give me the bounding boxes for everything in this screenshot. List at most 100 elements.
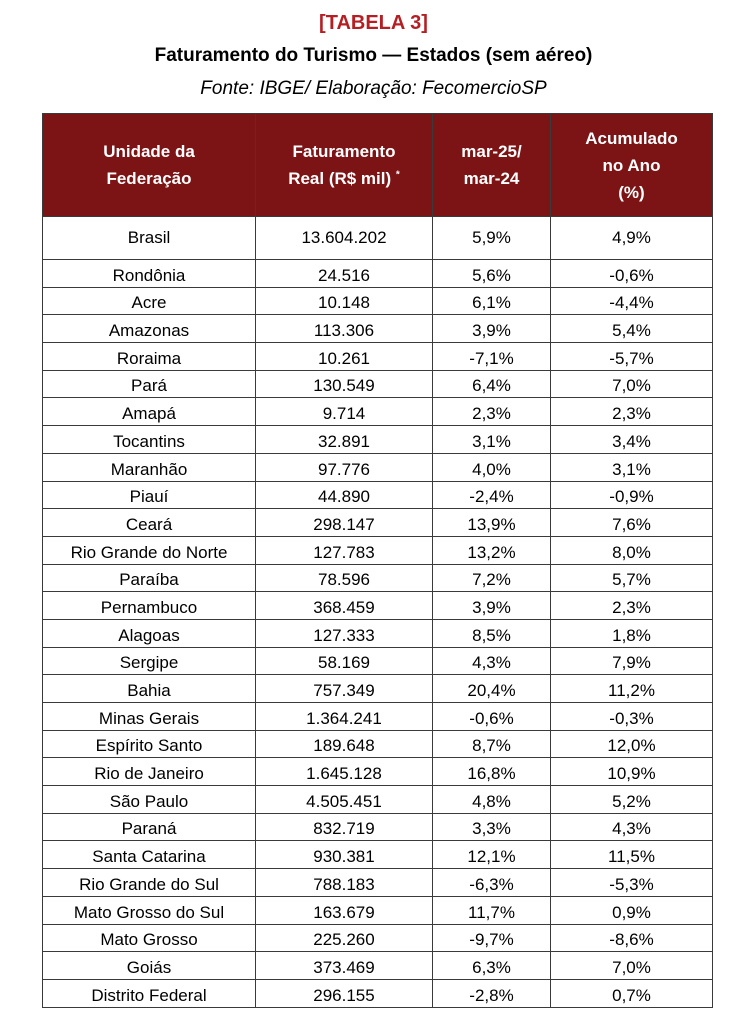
- cell-acumulado: 11,5%: [550, 840, 713, 870]
- table-row: Ceará 298.147 13,9% 7,6%: [42, 508, 713, 537]
- table-row: Rio Grande do Norte 127.783 13,2% 8,0%: [42, 535, 713, 565]
- cell-acumulado: -4,4%: [550, 286, 713, 316]
- cell-faturamento: 368.459: [255, 591, 433, 620]
- cell-uf: Acre: [42, 286, 256, 316]
- cell-variacao: 3,1%: [432, 425, 551, 454]
- column-header-line: mar-25/: [461, 142, 522, 161]
- table-row: Mato Grosso 225.260 -9,7% -8,6%: [42, 923, 713, 953]
- cell-faturamento: 788.183: [255, 868, 433, 897]
- cell-acumulado: 11,2%: [550, 674, 713, 703]
- cell-acumulado: 5,7%: [550, 563, 713, 593]
- cell-faturamento: 4.505.451: [255, 785, 433, 814]
- cell-variacao: 16,8%: [432, 757, 551, 787]
- cell-variacao: 7,2%: [432, 563, 551, 593]
- table-row: Acre 10.148 6,1% -4,4%: [42, 286, 713, 316]
- column-header-line: Real (R$ mil): [288, 169, 392, 188]
- cell-variacao: 11,7%: [432, 895, 551, 925]
- cell-faturamento: 127.333: [255, 618, 433, 648]
- cell-acumulado: 5,4%: [550, 314, 713, 344]
- cell-variacao: 6,1%: [432, 286, 551, 316]
- cell-acumulado: 12,0%: [550, 729, 713, 759]
- table-title: Faturamento do Turismo — Estados (sem aé…: [154, 45, 593, 66]
- cell-faturamento: 44.890: [255, 480, 433, 510]
- cell-uf: Paraná: [42, 812, 256, 842]
- cell-acumulado: -0,3%: [550, 702, 713, 731]
- footnote-mark: *: [395, 169, 400, 181]
- cell-uf: Mato Grosso: [42, 923, 256, 953]
- cell-variacao: -7,1%: [432, 342, 551, 371]
- cell-faturamento: 97.776: [255, 452, 433, 482]
- cell-variacao: 5,6%: [432, 259, 551, 288]
- table-source: Fonte: IBGE/ Elaboração: FecomercioSP: [200, 78, 547, 99]
- table-row: Paraná 832.719 3,3% 4,3%: [42, 812, 713, 842]
- cell-faturamento: 130.549: [255, 369, 433, 399]
- table-row: Distrito Federal 296.155 -2,8% 0,7%: [42, 978, 713, 1008]
- cell-uf: Rio Grande do Sul: [42, 868, 256, 897]
- cell-acumulado: 3,4%: [550, 425, 713, 454]
- cell-uf: Brasil: [42, 216, 256, 260]
- cell-uf: Rondônia: [42, 259, 256, 288]
- column-header-line: no Ano: [602, 155, 661, 175]
- cell-acumulado: 4,9%: [550, 216, 713, 260]
- cell-uf: Ceará: [42, 508, 256, 537]
- cell-faturamento: 127.783: [255, 535, 433, 565]
- cell-uf: Rio de Janeiro: [42, 757, 256, 787]
- cell-acumulado: -5,7%: [550, 342, 713, 371]
- cell-variacao: 3,9%: [432, 591, 551, 620]
- table-row: Amazonas 113.306 3,9% 5,4%: [42, 314, 713, 344]
- cell-acumulado: 7,0%: [550, 369, 713, 399]
- cell-variacao: 8,5%: [432, 618, 551, 648]
- cell-faturamento: 930.381: [255, 840, 433, 870]
- cell-faturamento: 373.469: [255, 951, 433, 980]
- table-row: Minas Gerais 1.364.241 -0,6% -0,3%: [42, 702, 713, 731]
- cell-acumulado: 8,0%: [550, 535, 713, 565]
- cell-faturamento: 32.891: [255, 425, 433, 454]
- cell-faturamento: 78.596: [255, 563, 433, 593]
- cell-faturamento: 24.516: [255, 259, 433, 288]
- cell-uf: Mato Grosso do Sul: [42, 895, 256, 925]
- cell-variacao: 13,2%: [432, 535, 551, 565]
- column-header-line: mar-24: [463, 169, 520, 188]
- cell-uf: Distrito Federal: [42, 978, 256, 1008]
- cell-faturamento: 296.155: [255, 978, 433, 1008]
- cell-faturamento: 58.169: [255, 646, 433, 676]
- cell-variacao: 5,9%: [432, 216, 551, 260]
- cell-uf: Minas Gerais: [42, 702, 256, 731]
- cell-faturamento: 113.306: [255, 314, 433, 344]
- table-row: Bahia 757.349 20,4% 11,2%: [42, 674, 713, 703]
- cell-variacao: 6,4%: [432, 369, 551, 399]
- cell-variacao: -9,7%: [432, 923, 551, 953]
- table-row: Maranhão 97.776 4,0% 3,1%: [42, 452, 713, 482]
- cell-acumulado: 0,7%: [550, 978, 713, 1008]
- cell-acumulado: 1,8%: [550, 618, 713, 648]
- table-row: Amapá 9.714 2,3% 2,3%: [42, 397, 713, 427]
- cell-uf: Sergipe: [42, 646, 256, 676]
- cell-variacao: -0,6%: [432, 702, 551, 731]
- table-row: Santa Catarina 930.381 12,1% 11,5%: [42, 840, 713, 870]
- cell-acumulado: 3,1%: [550, 452, 713, 482]
- cell-uf: São Paulo: [42, 785, 256, 814]
- column-header-line: Faturamento: [292, 142, 396, 161]
- cell-uf: Bahia: [42, 674, 256, 703]
- cell-uf: Alagoas: [42, 618, 256, 648]
- table-row: Pernambuco 368.459 3,9% 2,3%: [42, 591, 713, 620]
- cell-acumulado: 7,9%: [550, 646, 713, 676]
- cell-variacao: 3,3%: [432, 812, 551, 842]
- table-tag: [TABELA 3]: [319, 12, 428, 34]
- cell-variacao: 4,0%: [432, 452, 551, 482]
- table-row: Paraíba 78.596 7,2% 5,7%: [42, 563, 713, 593]
- cell-faturamento: 298.147: [255, 508, 433, 537]
- cell-uf: Rio Grande do Norte: [42, 535, 256, 565]
- cell-variacao: 2,3%: [432, 397, 551, 427]
- column-header-line: Acumulado: [585, 128, 678, 148]
- cell-variacao: 13,9%: [432, 508, 551, 537]
- tourism-revenue-table: Unidade da Federação Faturamento Real (R…: [42, 113, 713, 1008]
- table-row: Rondônia 24.516 5,6% -0,6%: [42, 259, 713, 288]
- cell-acumulado: 7,0%: [550, 951, 713, 980]
- cell-uf: Paraíba: [42, 563, 256, 593]
- table-row: São Paulo 4.505.451 4,8% 5,2%: [42, 785, 713, 814]
- cell-variacao: -2,8%: [432, 978, 551, 1008]
- cell-faturamento: 1.645.128: [255, 757, 433, 787]
- cell-acumulado: -0,6%: [550, 259, 713, 288]
- cell-variacao: 12,1%: [432, 840, 551, 870]
